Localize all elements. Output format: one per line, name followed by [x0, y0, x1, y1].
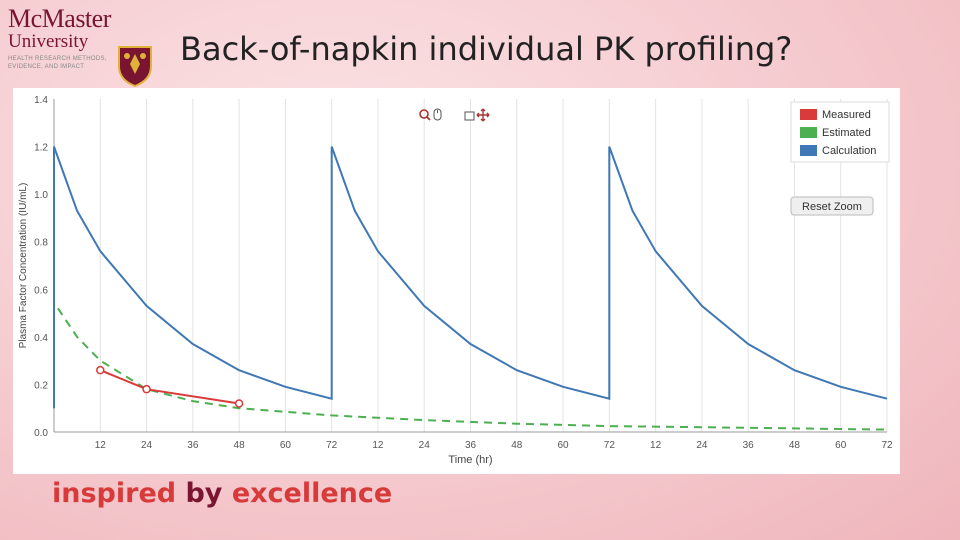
estimated-legend-label[interactable]: Estimated	[822, 127, 871, 139]
chart-grid	[99, 99, 888, 432]
y-tick-label: 0.2	[34, 380, 48, 391]
x-axis-label: Time (hr)	[448, 454, 492, 466]
y-tick-label: 0.0	[34, 428, 48, 439]
x-tick-label: 48	[234, 440, 246, 451]
y-axis-label: Plasma Factor Concentration (IU/mL)	[18, 183, 29, 349]
x-tick-label: 12	[95, 440, 107, 451]
calculation-series-line	[53, 146, 888, 409]
crest-icon	[118, 46, 152, 88]
chart-panel: 12 24 36 48 60 72 12 24 36 48 60 72 12 24 36 48 60 72 0.0 0…	[13, 88, 900, 474]
x-tick-label: 60	[835, 440, 847, 451]
x-tick-label: 24	[696, 440, 708, 451]
y-tick-label: 1.4	[34, 95, 48, 106]
measured-point[interactable]	[142, 384, 151, 394]
pk-chart: 12 24 36 48 60 72 12 24 36 48 60 72 12 24 36 48 60 72 0.0 0…	[18, 95, 893, 466]
x-tick-label: 36	[743, 440, 755, 451]
measured-legend-swatch	[800, 109, 817, 120]
pan-move-icon[interactable]	[476, 108, 490, 122]
x-tick-label: 48	[511, 440, 523, 451]
x-tick-label: 12	[372, 440, 384, 451]
calculation-legend-label[interactable]: Calculation	[822, 145, 876, 157]
zoom-in-icon[interactable]	[419, 109, 431, 121]
mouse-icon[interactable]	[433, 108, 442, 121]
estimated-legend-swatch	[800, 127, 817, 138]
x-tick-label: 36	[187, 440, 199, 451]
logo-university: University	[8, 31, 89, 52]
tagline-part3: excellence	[231, 478, 393, 509]
measured-point[interactable]	[234, 399, 244, 408]
logo-dept-line1: HEALTH RESEARCH METHODS,	[8, 56, 107, 62]
estimated-series-line	[57, 307, 888, 431]
measured-point[interactable]	[96, 365, 105, 375]
reset-zoom-button[interactable]: Reset Zoom	[790, 196, 874, 216]
x-tick-label: 24	[419, 440, 431, 451]
x-tick-label: 72	[881, 440, 893, 451]
y-tick-label: 1.0	[34, 190, 48, 201]
chart-toolbar	[419, 108, 490, 122]
x-tick-label: 36	[465, 440, 477, 451]
tagline-part1: inspired	[52, 478, 186, 509]
reset-zoom-label[interactable]: Reset Zoom	[802, 201, 862, 213]
logo-dept: HEALTH RESEARCH METHODS, EVIDENCE, AND I…	[8, 55, 108, 71]
x-tick-label: 60	[557, 440, 569, 451]
measured-legend-label[interactable]: Measured	[822, 109, 871, 121]
y-tick-label: 0.8	[34, 238, 48, 249]
x-tick-label: 72	[326, 440, 338, 451]
chart-axes: 12 24 36 48 60 72 12 24 36 48 60 72 12 24 36 48 60 72 0.0 0…	[18, 95, 893, 466]
tagline: inspired by excellence	[52, 478, 392, 509]
y-tick-label: 0.4	[34, 333, 48, 344]
mcmaster-logo: McMaster University HEALTH RESEARCH METH…	[8, 6, 158, 88]
x-tick-label: 12	[650, 440, 662, 451]
logo-name: McMaster	[8, 4, 111, 33]
reset-zoom-bg[interactable]	[790, 196, 874, 216]
x-tick-label: 24	[141, 440, 153, 451]
y-tick-label: 0.6	[34, 285, 48, 296]
chart-legend: Measured Estimated Calculation	[790, 101, 890, 163]
logo-dept-line2: EVIDENCE, AND IMPACT	[8, 64, 85, 70]
select-box-icon[interactable]	[464, 111, 475, 121]
x-tick-label: 60	[280, 440, 292, 451]
tagline-part2: by	[185, 478, 232, 509]
chart-series	[53, 146, 888, 431]
slide-title: Back-of-napkin individual PK profiling?	[180, 30, 793, 68]
measured-series-line	[99, 369, 240, 405]
x-tick-label: 48	[789, 440, 801, 451]
calculation-legend-swatch	[800, 145, 817, 156]
x-tick-label: 72	[604, 440, 616, 451]
y-tick-label: 1.2	[34, 143, 48, 154]
